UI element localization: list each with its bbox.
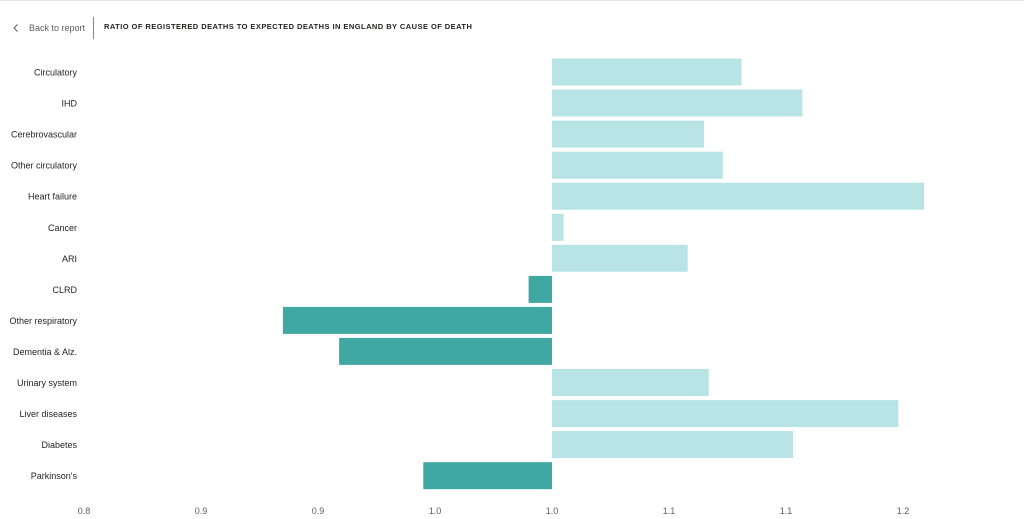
bar-ari[interactable] [552,244,688,272]
category-label: Liver diseases [19,409,77,419]
category-label: Diabetes [41,440,77,450]
category-label: Parkinson's [31,471,78,481]
category-label: CLRD [52,285,77,295]
bar-cancer[interactable] [552,213,564,241]
category-label: Urinary system [17,378,77,388]
x-tick-label: 0.9 [312,506,325,516]
x-tick-label: 1.0 [546,506,559,516]
back-to-report-button[interactable]: Back to report [10,19,85,37]
x-tick-label: 1.2 [897,506,910,516]
category-label: Other circulatory [11,161,78,171]
bar-parkinson-s[interactable] [423,462,552,490]
bar-clrd[interactable] [528,275,552,303]
x-axis-ticks-group: 0.8 0.9 0.9 1.0 1.0 1.1 1.1 1.2 [78,506,910,516]
category-label: Cancer [48,223,77,233]
bar-other-circulatory[interactable] [552,151,723,179]
bar-ihd[interactable] [552,89,803,117]
category-labels-group: Circulatory IHD Cerebrovascular Other circu… [9,68,77,482]
category-label: ARI [62,254,77,264]
bar-heart-failure[interactable] [552,182,925,210]
category-label: Dementia & Alz. [13,347,77,357]
category-label: Heart failure [28,192,77,202]
x-tick-label: 1.0 [429,506,442,516]
back-to-report-label: Back to report [29,23,86,33]
category-label: Circulatory [34,68,78,78]
x-tick-label: 1.1 [780,506,793,516]
x-tick-label: 0.8 [78,506,91,516]
bar-cerebrovascular[interactable] [552,120,705,148]
category-label: IHD [62,99,78,109]
report-header: Back to report RATIO OF REGISTERED DEATH… [0,0,1024,44]
bar-liver-diseases[interactable] [552,400,899,428]
bar-other-respiratory[interactable] [282,306,552,334]
chevron-left-icon [13,24,18,32]
header-divider [93,17,94,39]
bar-dementia-alz[interactable] [339,337,552,365]
bar-diabetes[interactable] [552,431,793,459]
bar-urinary-system[interactable] [552,369,709,396]
x-tick-label: 0.9 [195,506,208,516]
top-border [0,0,1024,1]
x-tick-label: 1.1 [663,506,676,516]
category-label: Cerebrovascular [11,130,77,140]
category-label: Other respiratory [9,316,77,326]
bars-group [282,58,925,490]
bar-circulatory[interactable] [552,58,742,86]
chart-title: RATIO OF REGISTERED DEATHS TO EXPECTED D… [104,22,473,31]
